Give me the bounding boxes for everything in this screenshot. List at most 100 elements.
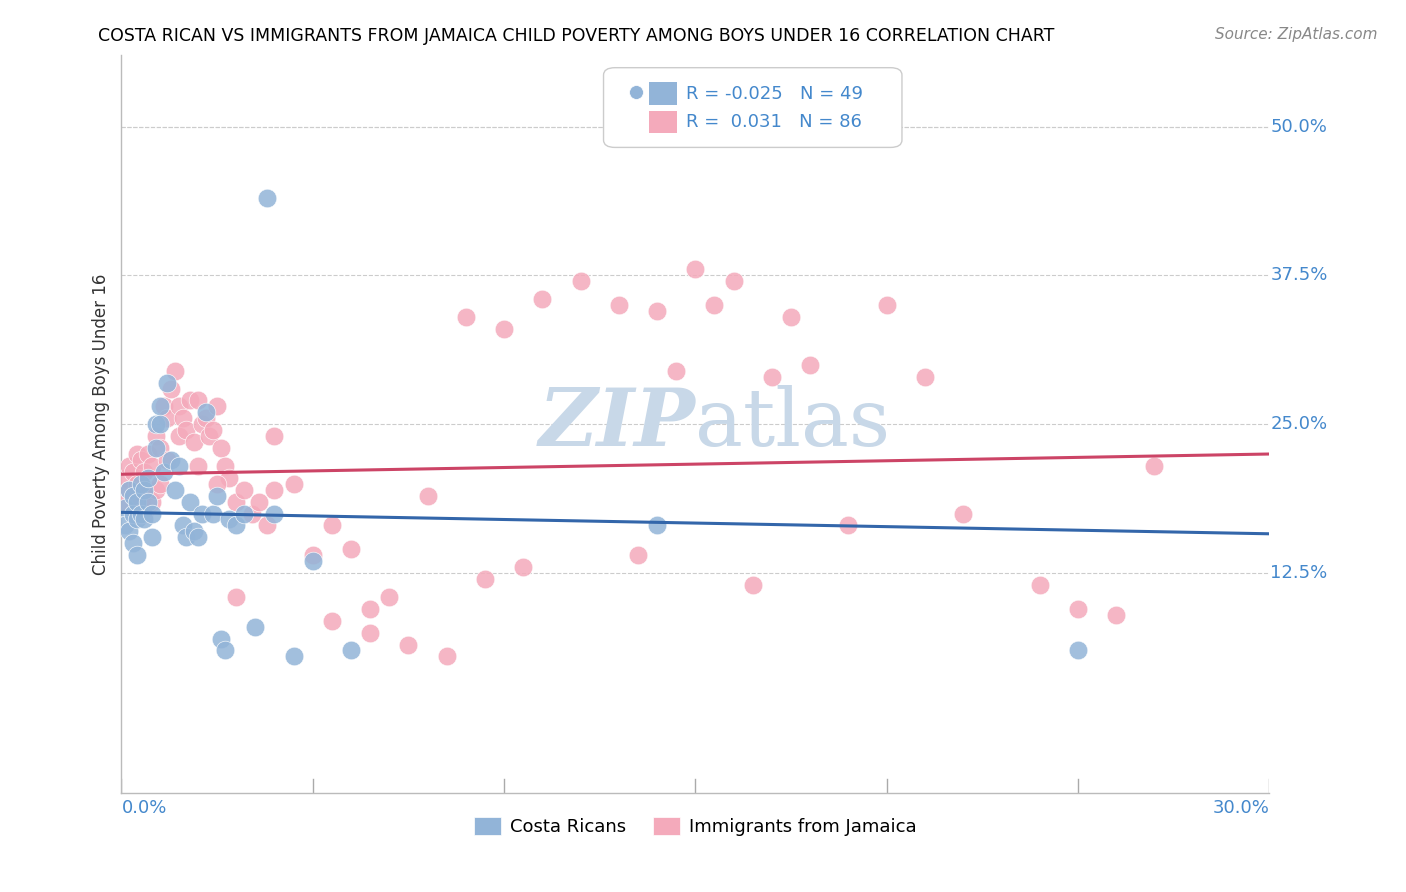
Point	[359, 625, 381, 640]
Point	[645, 304, 668, 318]
Point	[218, 471, 240, 485]
Point	[665, 364, 688, 378]
Point	[256, 518, 278, 533]
Point	[205, 489, 228, 503]
Point	[129, 507, 152, 521]
Point	[301, 548, 323, 562]
Point	[125, 494, 148, 508]
Point	[149, 441, 172, 455]
Bar	[650, 82, 676, 104]
Point	[247, 494, 270, 508]
Point	[209, 632, 232, 646]
Point	[176, 423, 198, 437]
Point	[160, 382, 183, 396]
Text: 0.0%: 0.0%	[121, 799, 167, 817]
Point	[136, 471, 159, 485]
Point	[645, 518, 668, 533]
Point	[952, 507, 974, 521]
Point	[118, 483, 141, 497]
Point	[232, 507, 254, 521]
Point	[531, 292, 554, 306]
Point	[152, 465, 174, 479]
Point	[340, 643, 363, 657]
Point	[436, 649, 458, 664]
Point	[378, 590, 401, 604]
Point	[225, 590, 247, 604]
Point	[141, 530, 163, 544]
Point	[761, 369, 783, 384]
Point	[187, 530, 209, 544]
Point	[218, 512, 240, 526]
Point	[914, 369, 936, 384]
Point	[129, 453, 152, 467]
Point	[114, 518, 136, 533]
Point	[569, 274, 592, 288]
Point	[474, 572, 496, 586]
FancyBboxPatch shape	[603, 68, 903, 147]
Point	[340, 542, 363, 557]
Point	[202, 423, 225, 437]
Point	[156, 453, 179, 467]
Point	[118, 483, 141, 497]
Point	[183, 524, 205, 539]
Point	[214, 458, 236, 473]
Point	[118, 524, 141, 539]
Point	[129, 494, 152, 508]
Point	[134, 512, 156, 526]
Point	[191, 417, 214, 432]
Bar	[650, 111, 676, 133]
Point	[145, 483, 167, 497]
Point	[179, 393, 201, 408]
Text: ZIP: ZIP	[538, 385, 696, 463]
Text: 50.0%: 50.0%	[1271, 118, 1327, 136]
Text: COSTA RICAN VS IMMIGRANTS FROM JAMAICA CHILD POVERTY AMONG BOYS UNDER 16 CORRELA: COSTA RICAN VS IMMIGRANTS FROM JAMAICA C…	[98, 27, 1054, 45]
Point	[198, 429, 221, 443]
Point	[492, 322, 515, 336]
Point	[187, 393, 209, 408]
Point	[183, 435, 205, 450]
Point	[1143, 458, 1166, 473]
Point	[703, 298, 725, 312]
Text: 30.0%: 30.0%	[1212, 799, 1270, 817]
Point	[152, 400, 174, 414]
Point	[799, 358, 821, 372]
Point	[512, 560, 534, 574]
Point	[179, 494, 201, 508]
Point	[1028, 578, 1050, 592]
Point	[232, 483, 254, 497]
Point	[145, 429, 167, 443]
Point	[160, 453, 183, 467]
Point	[136, 483, 159, 497]
Point	[283, 649, 305, 664]
Point	[225, 518, 247, 533]
Point	[321, 614, 343, 628]
Point	[167, 458, 190, 473]
Point	[125, 447, 148, 461]
Point	[149, 400, 172, 414]
Point	[396, 638, 419, 652]
Point	[172, 411, 194, 425]
Point	[225, 494, 247, 508]
Point	[114, 494, 136, 508]
Point	[136, 447, 159, 461]
Point	[163, 483, 186, 497]
Point	[167, 400, 190, 414]
Point	[172, 518, 194, 533]
Point	[283, 476, 305, 491]
Point	[321, 518, 343, 533]
Point	[780, 310, 803, 324]
Point	[194, 411, 217, 425]
Point	[187, 458, 209, 473]
Point	[129, 476, 152, 491]
Legend: Costa Ricans, Immigrants from Jamaica: Costa Ricans, Immigrants from Jamaica	[474, 817, 917, 836]
Point	[134, 507, 156, 521]
Point	[359, 602, 381, 616]
Point	[163, 364, 186, 378]
Point	[194, 405, 217, 419]
Y-axis label: Child Poverty Among Boys Under 16: Child Poverty Among Boys Under 16	[93, 274, 110, 575]
Point	[263, 429, 285, 443]
Point	[209, 441, 232, 455]
Point	[607, 298, 630, 312]
Point	[118, 458, 141, 473]
Point	[214, 643, 236, 657]
